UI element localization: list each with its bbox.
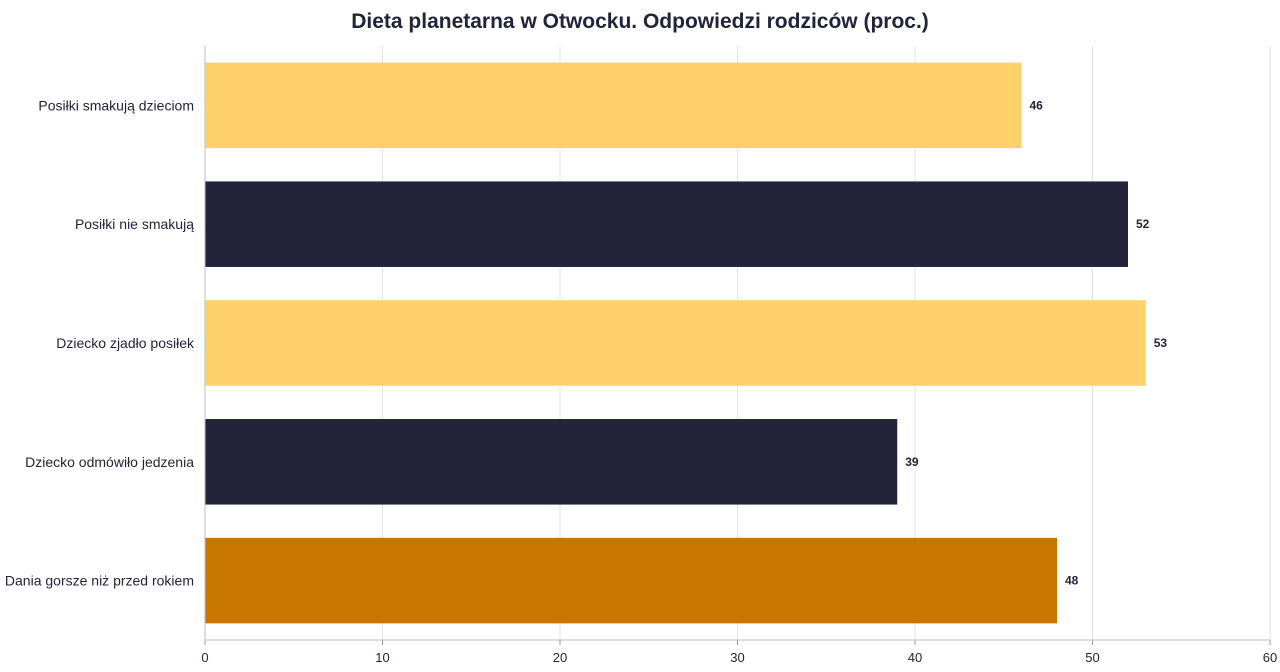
x-tick-label: 20 [553,650,567,665]
x-tick-label: 30 [730,650,744,665]
x-tick-label: 0 [201,650,208,665]
bar [205,300,1146,386]
bars [205,62,1146,624]
axes: 0 10 20 30 40 50 60 Posiłki smakują dzieciom 46 P… [5,46,1277,665]
data-label: 39 [905,455,919,469]
data-label: 48 [1065,574,1079,588]
bar [205,181,1128,267]
data-label: 46 [1030,98,1044,112]
data-label: 52 [1136,217,1150,231]
category-label: Posiłki smakują dzieciom [38,97,194,113]
bar [205,419,898,505]
category-label: Dziecko zjadło posiłek [56,335,195,351]
x-tick-label: 50 [1085,650,1099,665]
category-label: Posiłki nie smakują [75,216,194,232]
x-tick-label: 10 [375,650,389,665]
data-label: 53 [1154,336,1168,350]
category-label: Dania gorsze niż przed rokiem [5,573,194,589]
x-tick-label: 40 [908,650,922,665]
x-tick-label: 60 [1263,650,1277,665]
bar [205,62,1022,149]
bar [205,537,1057,624]
chart-title: Dieta planetarna w Otwocku. Odpowiedzi r… [351,10,929,33]
category-label: Dziecko odmówiło jedzenia [25,454,194,470]
